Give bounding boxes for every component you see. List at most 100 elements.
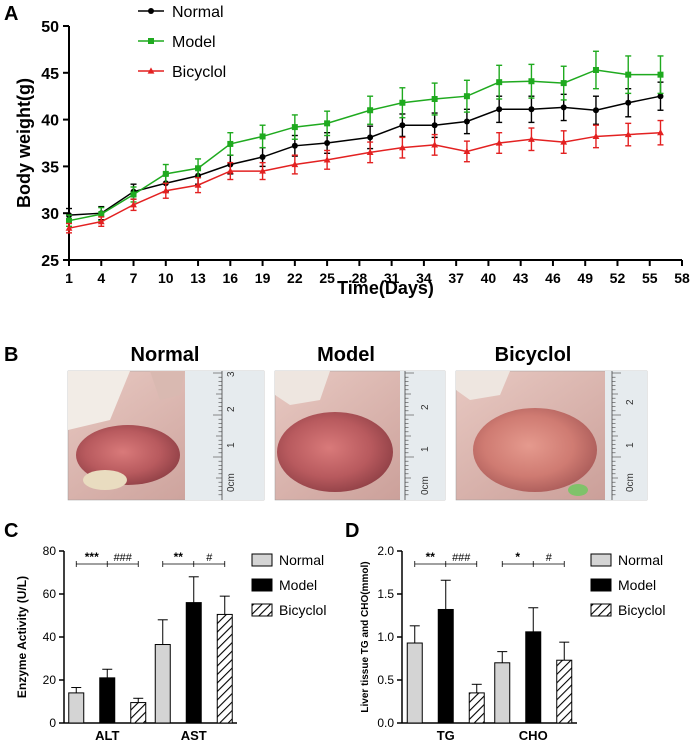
bar-normal [68, 692, 85, 724]
x-tick-label: 13 [190, 270, 206, 286]
legend-swatch [251, 578, 273, 592]
series-model [66, 50, 664, 228]
data-point [560, 104, 567, 111]
series-bicyclol [65, 119, 664, 234]
panel-letter-a: A [4, 3, 18, 25]
legend-label: Bicyclol [279, 602, 326, 618]
legend-label: Normal [172, 4, 224, 21]
legend-item: Normal [251, 552, 324, 568]
x-tick-label: 58 [674, 270, 690, 286]
data-point [324, 140, 331, 146]
significance-label: ** [426, 550, 436, 564]
bar-bicyclol [216, 613, 233, 724]
photo-title-normal: Normal [131, 344, 200, 366]
bar-bicyclol [468, 692, 485, 724]
data-point [259, 133, 266, 140]
data-point [162, 187, 170, 194]
y-tick-label: 25 [41, 253, 59, 270]
ruler-label: 0cm [420, 476, 431, 495]
legend-item: Normal [138, 4, 224, 21]
data-point [624, 130, 632, 138]
data-point [463, 118, 470, 125]
ruler: 3 2 1 0cm [213, 371, 237, 500]
legend-label: Model [618, 577, 656, 593]
ruler-label: 3 [226, 371, 237, 377]
enzyme-activity-chart: 0 20 40 60 80 Enzyme Activity (U/L) ALT *** ### A… [15, 544, 326, 743]
data-point [367, 107, 374, 114]
ruler-label: 2 [420, 404, 431, 410]
y-tick-label: 30 [41, 206, 59, 223]
legend-item: Model [138, 34, 216, 51]
bar-model [185, 602, 202, 724]
data-point [560, 138, 568, 145]
data-point [291, 160, 299, 168]
bar-normal [154, 644, 171, 724]
x-tick-label: 40 [481, 270, 497, 286]
data-point [431, 122, 438, 129]
series-line [68, 95, 661, 216]
legend-marker [148, 38, 154, 44]
x-category-label: TG [437, 728, 455, 743]
y-tick-label: 0.5 [377, 673, 394, 687]
data-point [463, 147, 471, 155]
photo-title-bicyclol: Bicyclol [495, 344, 572, 366]
panel-letter-c: C [4, 520, 18, 542]
legend-item: Bicyclol [138, 64, 226, 81]
data-point [291, 142, 298, 149]
body-weight-chart: 25 30 35 40 45 50 1 4 7 10 13 16 19 22 25 28 31 34 37 40 43 4… [14, 4, 690, 298]
legend-swatch [251, 603, 273, 617]
data-point [291, 124, 298, 131]
bar-normal [406, 642, 423, 724]
y-tick-label: 1.0 [377, 630, 394, 644]
data-point [226, 167, 234, 174]
series-normal [66, 81, 664, 223]
data-point [657, 71, 664, 78]
panel-letter-b: B [4, 344, 18, 366]
y-axis-title: Body weight(g) [14, 78, 34, 208]
data-point [366, 148, 374, 155]
bar-model [99, 677, 116, 724]
x-tick-label: 1 [65, 270, 73, 286]
data-point [227, 140, 234, 147]
data-point [259, 154, 266, 161]
bar-model [437, 608, 454, 724]
data-point [528, 78, 535, 85]
x-category-label: CHO [519, 728, 548, 743]
bar-bicyclol [130, 702, 147, 724]
legend-swatch [590, 603, 612, 617]
y-tick-label: 80 [43, 544, 57, 558]
legend-item: Model [590, 577, 656, 593]
data-point [399, 99, 406, 106]
data-point [162, 170, 169, 177]
liver-tg-cho-chart: 0.0 0.5 1.0 1.5 2.0 Liver tissue TG and CHO(m… [360, 544, 665, 743]
y-axis-title: Enzyme Activity (U/L) [15, 576, 29, 698]
x-category-label: ALT [95, 728, 119, 743]
ruler: 2 1 0cm [404, 371, 431, 500]
y-tick-label: 0 [49, 716, 56, 730]
y-axis-title: Liver tissue TG and CHO(mmol) [360, 561, 371, 712]
y-tick-label: 20 [43, 673, 57, 687]
x-tick-label: 22 [287, 270, 303, 286]
photo-bicyclol: 2 1 0cm [455, 370, 648, 501]
liver-image [277, 412, 393, 492]
x-tick-label: 43 [513, 270, 529, 286]
x-tick-label: 52 [610, 270, 626, 286]
data-point [625, 99, 632, 106]
liver-image [473, 408, 597, 492]
liver-photos: Normal Model Bicyclol 3 2 1 0cm [67, 344, 648, 501]
y-tick-label: 60 [43, 587, 57, 601]
data-point [657, 93, 664, 100]
data-point [98, 211, 105, 218]
bar-bicyclol [556, 659, 573, 724]
y-tick-label: 35 [41, 159, 59, 176]
bar-normal [494, 662, 511, 724]
x-axis-title: Time(Days) [337, 278, 434, 298]
x-category-label: AST [181, 728, 207, 743]
data-point [560, 80, 567, 87]
y-tick-label: 0.0 [377, 716, 394, 730]
significance-label: ** [174, 550, 184, 564]
data-point [195, 165, 202, 172]
liver-image [76, 425, 180, 485]
photo-title-model: Model [317, 344, 375, 366]
